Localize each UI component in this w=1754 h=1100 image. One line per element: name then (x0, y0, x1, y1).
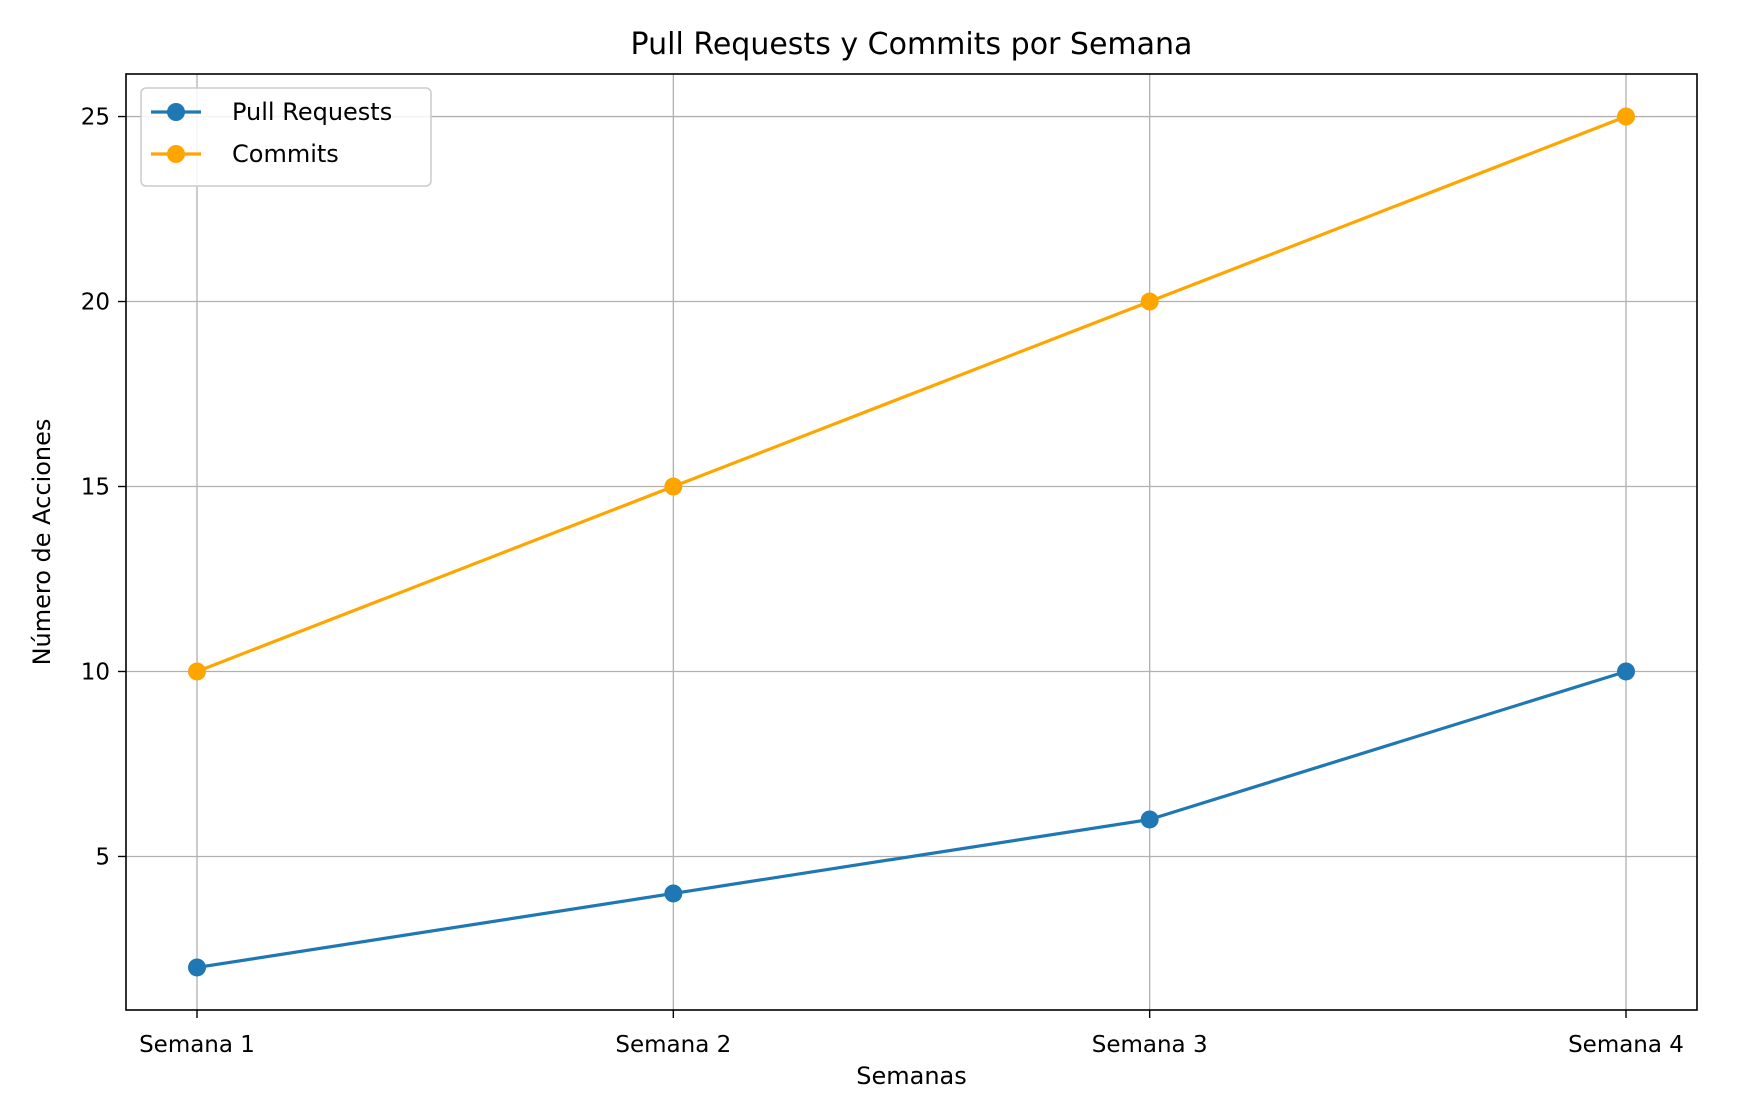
plot-area-frame (125, 73, 1698, 1011)
legend-marker (167, 145, 185, 163)
data-point (664, 884, 683, 903)
y-tick-label: 25 (81, 105, 110, 131)
series-line-1 (196, 669, 1627, 970)
x-tick-label: Semana 1 (139, 1032, 255, 1058)
x-tick-label: Semana 4 (1568, 1032, 1684, 1058)
data-point (188, 662, 206, 681)
data-point (1140, 292, 1159, 311)
data-point (1140, 810, 1159, 829)
legend: Pull Requests Commits (140, 87, 432, 187)
data-point (188, 958, 206, 977)
y-tick-label: 15 (81, 475, 110, 501)
series-line-2 (196, 115, 1627, 673)
legend-label: Commits (232, 140, 339, 168)
x-axis-label: Semanas (856, 1062, 967, 1090)
data-point (664, 477, 683, 496)
y-tick-label: 20 (81, 290, 110, 316)
legend-box (140, 87, 432, 187)
y-axis-label: Número de Acciones (28, 419, 56, 666)
chart-title: Pull Requests y Commits por Semana (631, 27, 1193, 62)
legend-marker (167, 103, 185, 121)
x-tick-label: Semana 3 (1092, 1032, 1208, 1058)
data-point (1617, 662, 1635, 681)
legend-label: Pull Requests (232, 98, 392, 126)
x-tick-label: Semana 2 (615, 1032, 731, 1058)
data-point (1617, 107, 1635, 126)
y-tick-label: 5 (95, 844, 110, 870)
y-tick-label: 10 (81, 659, 110, 685)
axis-ticks: Semana 1 Semana 2 Semana 3 Semana 4 5 10 15 20 2… (81, 105, 1684, 1058)
series-layer (188, 107, 1635, 977)
